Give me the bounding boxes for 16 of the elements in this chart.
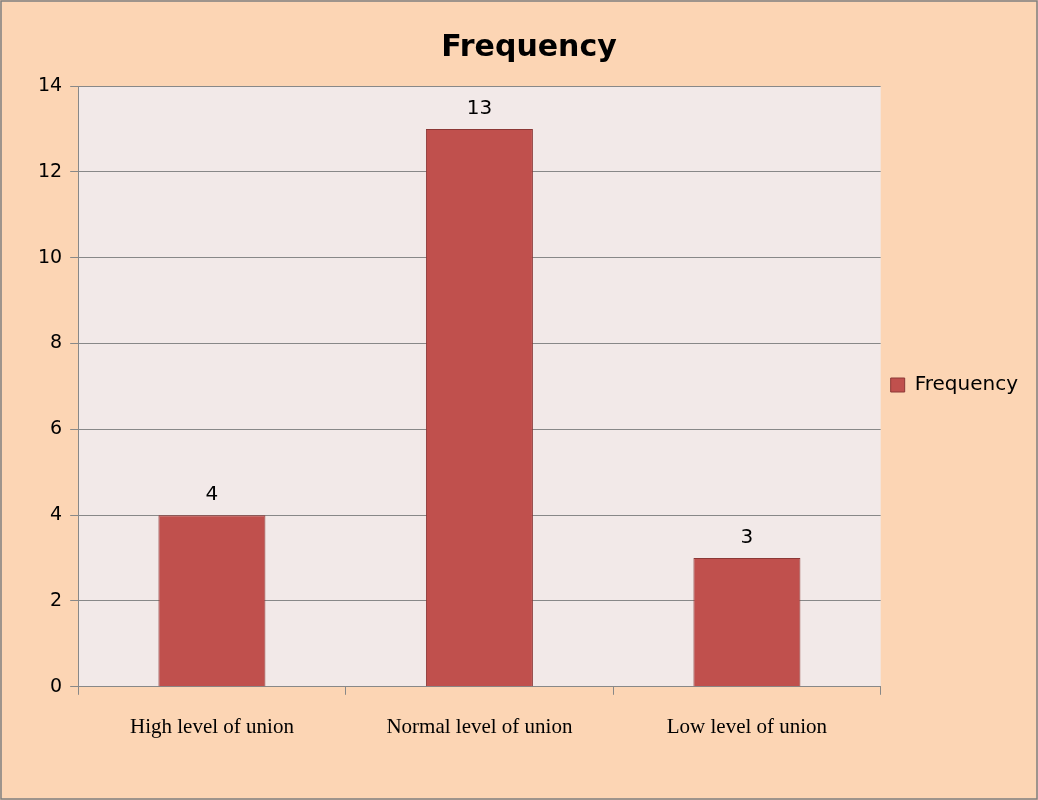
y-tick-label: 10 (37, 244, 63, 267)
y-tick-label: 2 (50, 587, 63, 610)
chart-title: Frequency (441, 27, 618, 63)
x-tick-label: High level of union (129, 713, 295, 738)
data-label: 3 (740, 524, 754, 549)
y-tick-label: 8 (50, 330, 63, 353)
x-tick-label: Low level of union (666, 713, 828, 738)
y-tick-label: 12 (37, 158, 63, 181)
y-tick-label: 14 (37, 72, 63, 95)
data-label: 13 (466, 95, 493, 120)
legend-label: Frequency (914, 371, 1019, 396)
x-tick-label: Normal level of union (386, 713, 573, 738)
data-label: 4 (205, 481, 219, 506)
y-tick-label: 0 (50, 673, 63, 696)
y-tick-label: 4 (50, 502, 63, 525)
y-tick-label: 6 (50, 416, 63, 439)
